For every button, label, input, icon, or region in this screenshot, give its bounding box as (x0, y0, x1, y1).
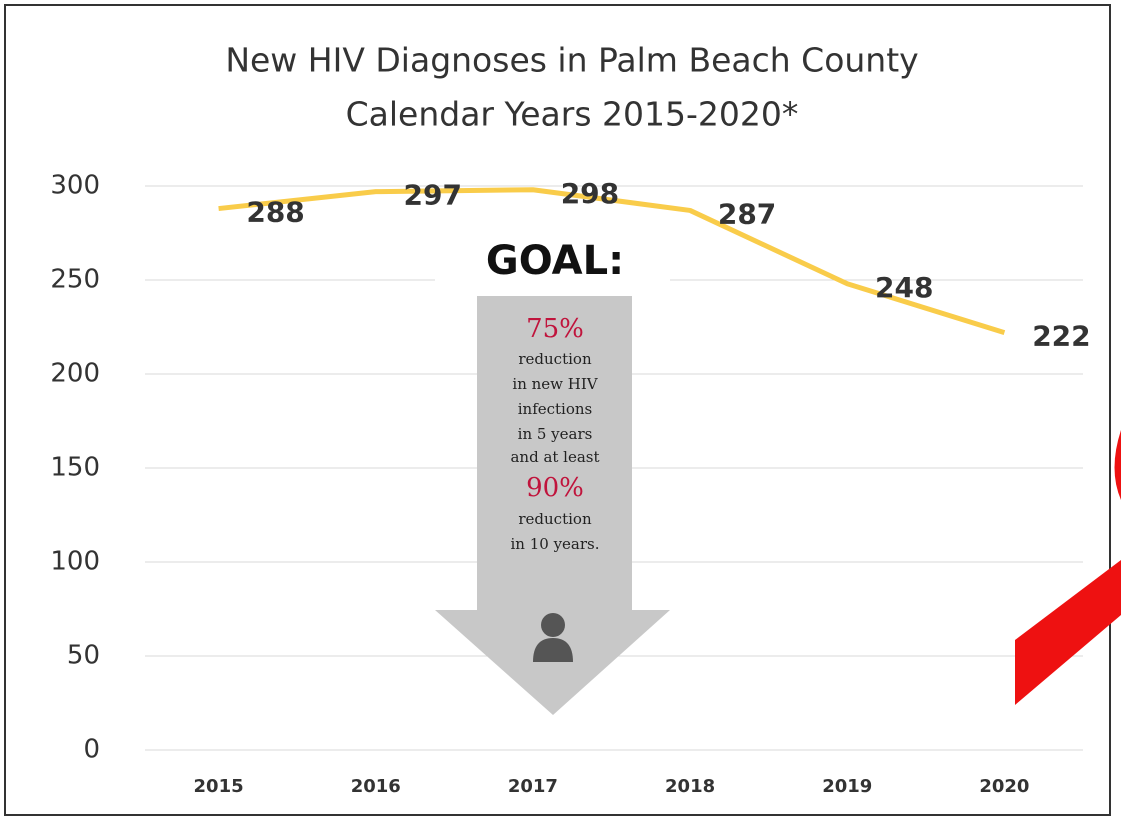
goal-percent: 90% (526, 473, 584, 503)
x-tick-label: 2020 (979, 776, 1029, 797)
y-tick-label: 150 (50, 453, 100, 483)
goal-text: in 10 years. (510, 535, 599, 553)
x-tick-label: 2017 (508, 776, 558, 797)
person-icon (541, 613, 565, 637)
x-tick-label: 2015 (194, 776, 244, 797)
data-label: 248 (875, 271, 933, 304)
data-label: 222 (1032, 320, 1090, 353)
chart-subtitle: Calendar Years 2015-2020* (346, 95, 799, 134)
goal-heading: GOAL: (486, 238, 624, 284)
goal-text: in new HIV (512, 375, 598, 393)
y-tick-label: 250 (50, 265, 100, 295)
data-label: 288 (246, 196, 304, 229)
x-tick-label: 2016 (351, 776, 401, 797)
goal-percent: 75% (526, 314, 584, 344)
goal-text: in 5 years (518, 425, 593, 443)
x-tick-label: 2018 (665, 776, 715, 797)
y-tick-label: 300 (50, 171, 100, 201)
goal-text: reduction (518, 510, 592, 528)
chart-title: New HIV Diagnoses in Palm Beach County (225, 41, 918, 80)
data-label: 287 (718, 197, 776, 230)
ribbon-shape (1115, 430, 1121, 500)
goal-text: and at least (510, 448, 599, 466)
y-tick-label: 0 (83, 735, 100, 765)
goal-text: reduction (518, 350, 592, 368)
y-tick-label: 50 (67, 641, 100, 671)
data-label: 298 (561, 177, 619, 210)
y-tick-label: 100 (50, 547, 100, 577)
x-tick-label: 2019 (822, 776, 872, 797)
data-label: 297 (404, 179, 462, 212)
goal-text: infections (518, 400, 593, 418)
y-tick-label: 200 (50, 359, 100, 389)
